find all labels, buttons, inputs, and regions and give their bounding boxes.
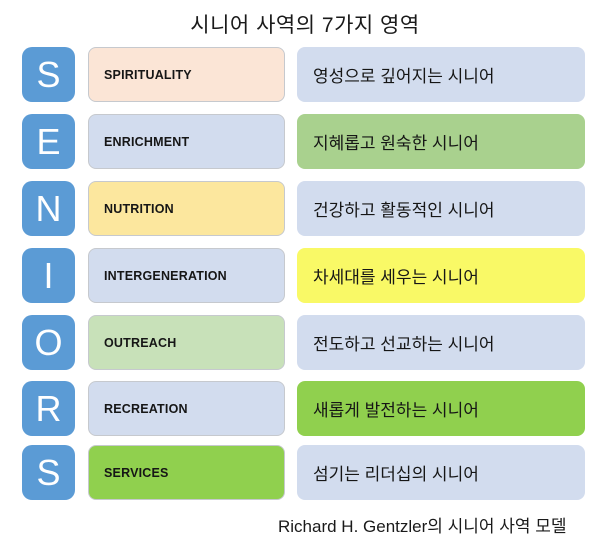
letter-badge-n: N bbox=[22, 181, 75, 236]
category-box-nutrition: NUTRITION bbox=[88, 181, 285, 236]
row-recreation: R RECREATION 새롭게 발전하는 시니어 bbox=[0, 381, 610, 436]
description-box-recreation: 새롭게 발전하는 시니어 bbox=[297, 381, 585, 436]
row-intergeneration: I INTERGENERATION 차세대를 세우는 시니어 bbox=[0, 248, 610, 303]
description-box-intergeneration: 차세대를 세우는 시니어 bbox=[297, 248, 585, 303]
footer-caption: Richard H. Gentzler의 시니어 사역 모델 bbox=[278, 517, 567, 536]
letter-badge-s1: S bbox=[22, 47, 75, 102]
category-box-spirituality: SPIRITUALITY bbox=[88, 47, 285, 102]
description-box-spirituality: 영성으로 깊어지는 시니어 bbox=[297, 47, 585, 102]
description-box-outreach: 전도하고 선교하는 시니어 bbox=[297, 315, 585, 370]
letter-badge-s2: S bbox=[22, 445, 75, 500]
category-box-services: SERVICES bbox=[88, 445, 285, 500]
letter-badge-r: R bbox=[22, 381, 75, 436]
description-box-nutrition: 건강하고 활동적인 시니어 bbox=[297, 181, 585, 236]
row-services: S SERVICES 섬기는 리더십의 시니어 bbox=[0, 445, 610, 500]
category-box-enrichment: ENRICHMENT bbox=[88, 114, 285, 169]
letter-badge-e: E bbox=[22, 114, 75, 169]
row-spirituality: S SPIRITUALITY 영성으로 깊어지는 시니어 bbox=[0, 47, 610, 102]
category-box-recreation: RECREATION bbox=[88, 381, 285, 436]
letter-badge-o: O bbox=[22, 315, 75, 370]
letter-badge-i: I bbox=[22, 248, 75, 303]
row-enrichment: E ENRICHMENT 지혜롭고 원숙한 시니어 bbox=[0, 114, 610, 169]
row-outreach: O OUTREACH 전도하고 선교하는 시니어 bbox=[0, 315, 610, 370]
category-box-outreach: OUTREACH bbox=[88, 315, 285, 370]
row-nutrition: N NUTRITION 건강하고 활동적인 시니어 bbox=[0, 181, 610, 236]
description-box-services: 섬기는 리더십의 시니어 bbox=[297, 445, 585, 500]
page-title: 시니어 사역의 7가지 영역 bbox=[190, 14, 420, 37]
category-box-intergeneration: INTERGENERATION bbox=[88, 248, 285, 303]
description-box-enrichment: 지혜롭고 원숙한 시니어 bbox=[297, 114, 585, 169]
